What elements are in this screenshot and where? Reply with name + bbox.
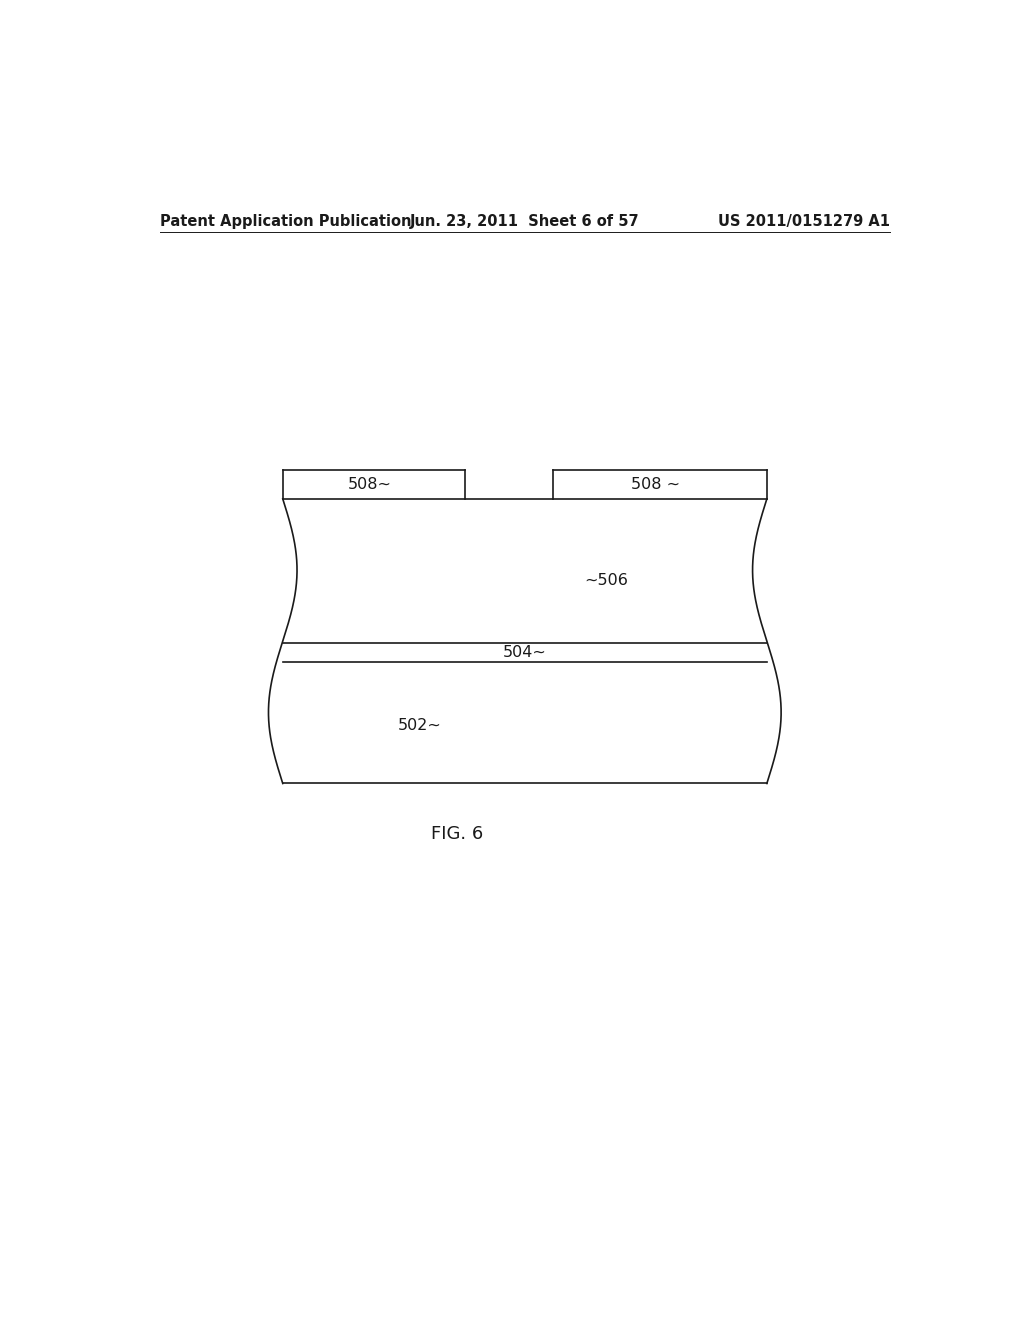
Text: 508~: 508~	[348, 477, 392, 492]
Text: Jun. 23, 2011  Sheet 6 of 57: Jun. 23, 2011 Sheet 6 of 57	[410, 214, 640, 228]
Text: 502~: 502~	[397, 718, 441, 733]
Text: US 2011/0151279 A1: US 2011/0151279 A1	[718, 214, 890, 228]
Text: 504~: 504~	[503, 645, 547, 660]
Text: ~506: ~506	[585, 573, 628, 587]
Text: 508 ~: 508 ~	[631, 477, 680, 492]
Text: Patent Application Publication: Patent Application Publication	[160, 214, 412, 228]
Text: FIG. 6: FIG. 6	[431, 825, 483, 843]
